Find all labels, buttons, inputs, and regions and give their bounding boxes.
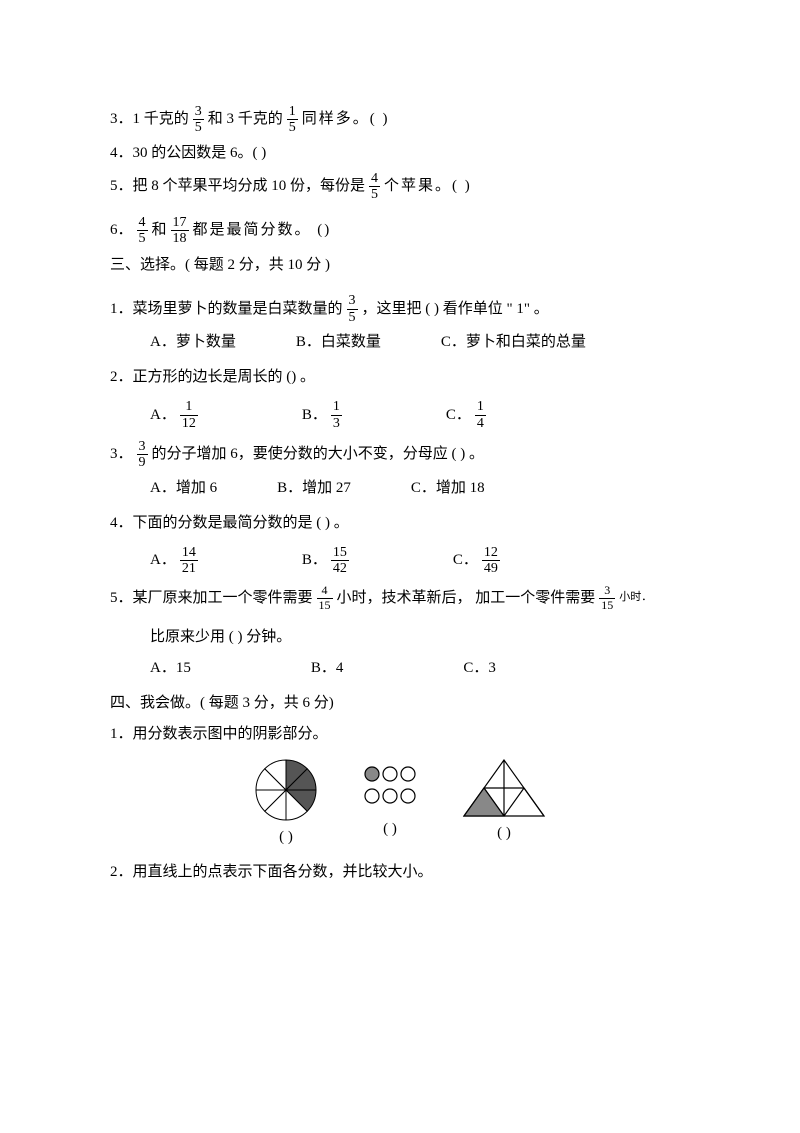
- section-3-title: 三、选择。( 每题 2 分，共 10 分 ): [110, 252, 690, 279]
- fraction: 415: [317, 584, 333, 611]
- fraction: 14: [475, 399, 486, 431]
- tf-q4: 4．30 的公因数是 6。( ): [110, 140, 690, 167]
- figure-triangle: ( ): [462, 758, 546, 851]
- blank[interactable]: 都是最简分数。 (): [193, 217, 332, 244]
- fraction: 1718: [171, 215, 189, 247]
- option-a[interactable]: A．萝卜数量: [150, 329, 236, 356]
- fraction: 1421: [180, 545, 198, 577]
- option-b[interactable]: B． 1542: [302, 545, 353, 577]
- mc-q5-line2: 比原来少用 ( ) 分钟。: [150, 624, 690, 651]
- s4-q2: 2．用直线上的点表示下面各分数，并比较大小。: [110, 859, 690, 886]
- fraction: 45: [137, 215, 148, 247]
- option-c[interactable]: C．3: [463, 655, 496, 682]
- option-a[interactable]: A．15: [150, 655, 191, 682]
- tf-q6: 6． 45 和 1718 都是最简分数。 (): [110, 215, 690, 247]
- fraction: 13: [331, 399, 342, 431]
- fraction: 39: [137, 439, 148, 471]
- blank[interactable]: ( ): [383, 816, 397, 843]
- option-b[interactable]: B． 13: [302, 399, 346, 431]
- tf-q5: 5．把 8 个苹果平均分成 10 份，每份是 45 个苹果。( ): [110, 171, 690, 203]
- mc-q3: 3． 39 的分子增加 6，要使分数的大小不变，分母应 ( ) 。: [110, 439, 690, 471]
- text: 和 3 千克的: [208, 106, 283, 133]
- figure-dots: ( ): [358, 758, 422, 851]
- option-c[interactable]: C．萝卜和白菜的总量: [441, 329, 586, 356]
- mc-q5-options: A．15 B．4 C．3: [150, 655, 690, 682]
- num: 6．: [110, 217, 133, 244]
- fraction: 35: [193, 104, 204, 136]
- text: 和: [152, 217, 167, 244]
- section-4-title: 四、我会做。( 每题 3 分，共 6 分): [110, 690, 690, 717]
- option-c[interactable]: C． 14: [446, 399, 490, 431]
- mc-q2-options: A． 112 B． 13 C． 14: [150, 399, 690, 431]
- s4-q1: 1．用分数表示图中的阴影部分。: [110, 721, 690, 748]
- blank[interactable]: 个苹果。( ): [384, 173, 472, 200]
- text[interactable]: 4．30 的公因数是 6。( ): [110, 140, 266, 167]
- mc-q2: 2．正方形的边长是周长的 () 。: [110, 364, 690, 391]
- figures-row: ( ) ( ) ( ): [110, 758, 690, 851]
- fraction: 45: [369, 171, 380, 203]
- option-c[interactable]: C．增加 18: [411, 475, 485, 502]
- mc-q3-options: A．增加 6 B．增加 27 C．增加 18: [150, 475, 690, 502]
- text: 5．把 8 个苹果平均分成 10 份，每份是: [110, 173, 365, 200]
- option-a[interactable]: A． 1421: [150, 545, 202, 577]
- fraction: 1249: [482, 545, 500, 577]
- text: 3．1 千克的: [110, 106, 189, 133]
- option-a[interactable]: A．增加 6: [150, 475, 217, 502]
- option-a[interactable]: A． 112: [150, 399, 202, 431]
- fraction: 315: [599, 584, 615, 611]
- fraction: 15: [287, 104, 298, 136]
- mc-q1-options: A．萝卜数量 B．白菜数量 C．萝卜和白菜的总量: [150, 329, 690, 356]
- blank[interactable]: ( ): [497, 820, 511, 847]
- tf-q3: 3．1 千克的 35 和 3 千克的 15 同样多。( ): [110, 104, 690, 136]
- mc-q4-options: A． 1421 B． 1542 C． 1249: [150, 545, 690, 577]
- triangle-icon: [462, 758, 546, 818]
- blank[interactable]: ( ): [279, 824, 293, 851]
- mc-q5: 5．某厂原来加工一个零件需要 415 小时，技术革新后， 加工一个零件需要 31…: [110, 584, 690, 611]
- option-b[interactable]: B．白菜数量: [296, 329, 381, 356]
- figure-circle: ( ): [254, 758, 318, 851]
- option-b[interactable]: B．4: [311, 655, 344, 682]
- option-b[interactable]: B．增加 27: [277, 475, 351, 502]
- pie-icon: [254, 758, 318, 822]
- blank[interactable]: 同样多。( ): [302, 106, 390, 133]
- mc-q1: 1．菜场里萝卜的数量是白菜数量的 35 ，这里把 ( ) 看作单位 " 1" 。: [110, 293, 690, 325]
- fraction: 35: [347, 293, 358, 325]
- fraction: 112: [180, 399, 198, 431]
- mc-q4: 4．下面的分数是最简分数的是 ( ) 。: [110, 510, 690, 537]
- dots-icon: [358, 758, 422, 814]
- fraction: 1542: [331, 545, 349, 577]
- option-c[interactable]: C． 1249: [453, 545, 504, 577]
